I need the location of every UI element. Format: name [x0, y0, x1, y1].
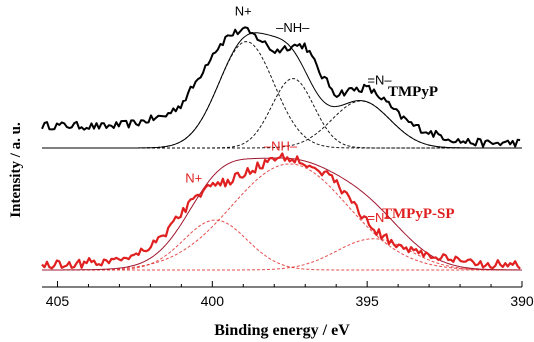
fit-component-0-0	[42, 41, 522, 149]
peak-label-0-0: N+	[235, 3, 252, 18]
measured-trace-0	[41, 26, 521, 148]
fit-envelope-0	[42, 32, 522, 149]
plot-area: N+ –NH– =N– N+ –NH– =N–	[41, 3, 522, 271]
series-label-tmpyp: TMPyP	[388, 84, 438, 100]
peak-label-1-2: =N–	[367, 210, 392, 225]
fit-component-1-0	[42, 219, 522, 271]
axes: 405 400 395 390	[42, 281, 534, 309]
peak-label-1-1: –NH–	[264, 138, 298, 153]
peak-label-0-2: =N–	[367, 73, 392, 88]
x-axis-label: Binding energy / eV	[214, 322, 350, 339]
measured-trace-1	[41, 152, 521, 270]
x-tick-label: 395	[355, 293, 379, 309]
x-tick-label: 400	[201, 293, 225, 309]
fit-envelope-1	[42, 157, 522, 271]
y-axis-label: Intensity / a. u.	[8, 122, 24, 218]
peak-label-0-1: –NH–	[276, 20, 310, 35]
peak-label-1-0: N+	[185, 171, 202, 186]
series-label-tmpyp-sp: TMPyP-SP	[382, 206, 455, 222]
fit-component-1-1	[42, 163, 522, 271]
x-tick-label: 390	[510, 293, 534, 309]
x-tick-label: 405	[46, 293, 70, 309]
fit-component-1-2	[42, 238, 522, 271]
